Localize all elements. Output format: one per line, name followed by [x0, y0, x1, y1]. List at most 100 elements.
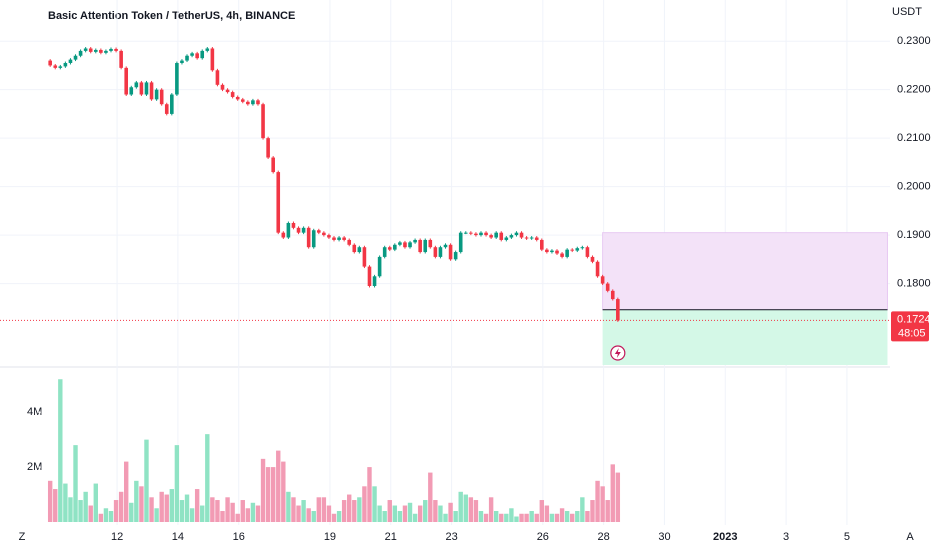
volume-bar [382, 511, 387, 522]
volume-bar [362, 486, 367, 522]
volume-bar [301, 500, 306, 522]
volume-bar [260, 458, 266, 522]
candle-body [159, 89, 164, 105]
candle-body [109, 48, 113, 51]
candle-body [382, 247, 387, 257]
volume-bar [184, 494, 190, 522]
candle-body [545, 249, 549, 253]
candle-body [555, 250, 559, 254]
volume-bar [326, 505, 332, 522]
x-tick-label: 26 [537, 531, 549, 543]
y-tick-label: 0.2100 [897, 132, 931, 144]
volume-bar [352, 500, 357, 522]
x-tick-label: 3 [783, 531, 789, 543]
candle-body [550, 250, 554, 253]
x-tick-label: 19 [324, 531, 336, 543]
volume-bar [564, 511, 570, 522]
left-button[interactable]: Z [19, 531, 26, 543]
candle-body [129, 87, 134, 95]
volume-bar [215, 500, 220, 522]
target-zone [602, 309, 888, 365]
volume-bar [159, 491, 164, 522]
volume-bar [428, 472, 433, 522]
volume-bar [473, 500, 479, 522]
candle-body [605, 283, 610, 291]
candle-body [240, 99, 245, 102]
volume-bar [78, 500, 83, 522]
volume-bar [245, 508, 251, 522]
volume-bar [402, 505, 408, 522]
volume-bar [270, 467, 276, 522]
volume-bar [88, 505, 93, 522]
volume-bar [417, 505, 423, 522]
candle-body [332, 237, 336, 240]
volume-bar [357, 497, 362, 522]
candle-body [590, 256, 595, 262]
volume-bar [311, 511, 316, 522]
volume-bar [174, 445, 180, 522]
volume-bar [73, 445, 78, 522]
candle-body [575, 248, 580, 251]
candle-body [144, 82, 149, 95]
candle-body [180, 60, 184, 64]
volume-bar [519, 513, 524, 522]
candle-body [438, 247, 443, 257]
volume-bar [493, 511, 499, 522]
volume-bar [169, 489, 175, 522]
candle-body [88, 48, 93, 52]
candle-body [251, 100, 255, 105]
candle-body [286, 222, 291, 238]
volume-bar [463, 494, 468, 522]
volume-bar [372, 486, 377, 522]
candle-body [453, 252, 458, 260]
candle-body [119, 50, 123, 68]
volume-bar [108, 511, 114, 522]
volume-bar [189, 508, 195, 522]
volume-bar [585, 511, 590, 522]
candle-body [484, 232, 488, 236]
volume-bar [367, 467, 372, 522]
volume-bar [98, 513, 104, 522]
volume-bar [610, 464, 615, 522]
alert-icon-bolt [614, 348, 621, 358]
candle-body [514, 232, 519, 236]
right-button[interactable]: A [906, 531, 914, 543]
candle-body [175, 63, 179, 95]
volume-bar [63, 483, 68, 522]
volume-bar [504, 513, 509, 522]
candle-body [616, 299, 620, 321]
candle-body [479, 232, 483, 236]
chart-title: Basic Attention Token / TetherUS, 4h, BI… [48, 10, 295, 22]
candle-body [58, 66, 63, 68]
candle-body [560, 253, 564, 257]
volume-bar [68, 497, 73, 522]
candle-body [337, 237, 341, 240]
x-tick-label: 5 [844, 531, 850, 543]
volume-bar [194, 489, 200, 522]
candle-body [377, 256, 382, 277]
volume-bar [488, 497, 494, 522]
volume-bar [316, 497, 321, 522]
volume-bar [580, 497, 585, 522]
volume-bar [220, 511, 225, 522]
volume-bar [549, 513, 555, 522]
volume-bar [443, 513, 448, 522]
volume-bar [575, 511, 580, 522]
stop-zone [602, 232, 888, 311]
volume-bar [377, 505, 382, 522]
candle-body [504, 237, 509, 240]
candle-body [408, 242, 412, 248]
candle-body [413, 239, 417, 243]
volume-bar [124, 461, 129, 522]
volume-bar [590, 500, 595, 522]
candle-body [210, 48, 215, 71]
candle-body [200, 50, 205, 59]
volume-bar [276, 450, 281, 522]
volume-bar [499, 513, 504, 522]
candle-body [610, 290, 615, 300]
volume-bar [478, 511, 484, 522]
candle-body [418, 239, 422, 253]
candle-body [63, 63, 68, 67]
volume-tick-label: 4M [27, 406, 42, 418]
